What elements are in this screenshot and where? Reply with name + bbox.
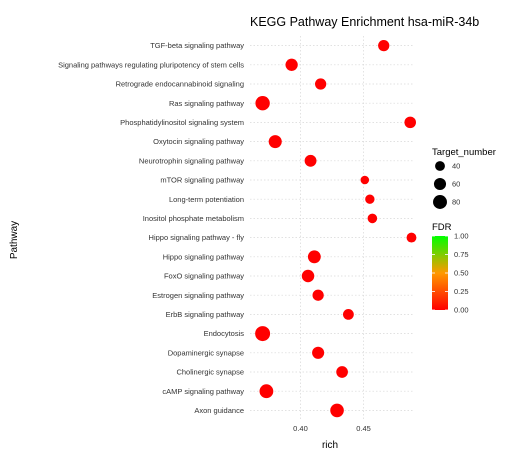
data-point bbox=[285, 58, 298, 71]
category-label: Cholinergic synapse bbox=[176, 368, 244, 377]
size-legend-dot bbox=[433, 177, 447, 191]
data-point bbox=[255, 326, 271, 342]
plot-grid bbox=[250, 36, 414, 420]
category-label: Neurotrophin signaling pathway bbox=[139, 156, 244, 165]
category-label: FoxO signaling pathway bbox=[164, 272, 244, 281]
data-point bbox=[312, 346, 325, 359]
category-labels: TGF-beta signaling pathway Signaling path… bbox=[58, 41, 244, 415]
data-point bbox=[406, 232, 417, 243]
chart-title: KEGG Pathway Enrichment hsa-miR-34b bbox=[250, 15, 479, 29]
x-tick-label: 0.40 bbox=[293, 424, 308, 433]
category-label: Estrogen signaling pathway bbox=[152, 291, 244, 300]
size-legend-dot bbox=[433, 195, 447, 209]
category-label: ErbB signaling pathway bbox=[166, 310, 245, 319]
category-label: Signaling pathways regulating pluripoten… bbox=[58, 60, 244, 69]
category-label: Ras signaling pathway bbox=[169, 99, 244, 108]
data-point bbox=[378, 39, 390, 52]
x-tick-label: 0.45 bbox=[356, 424, 371, 433]
category-label: Endocytosis bbox=[204, 329, 245, 338]
data-points bbox=[255, 39, 417, 418]
data-point bbox=[330, 403, 344, 418]
x-tick-labels: 0.40 0.45 bbox=[293, 424, 371, 433]
size-legend-label: 60 bbox=[452, 180, 460, 189]
fdr-colorbar bbox=[432, 236, 448, 310]
category-label: Axon guidance bbox=[194, 406, 244, 415]
size-legend-title: Target_number bbox=[432, 147, 496, 158]
category-label: Hippo signaling pathway - fly bbox=[149, 233, 245, 242]
size-legend-label: 40 bbox=[452, 162, 460, 171]
fdr-legend: FDR 1.00 0.75 0.50 0.25 0.00 bbox=[432, 222, 469, 315]
data-point bbox=[255, 96, 270, 111]
size-legend: Target_number 40 60 80 bbox=[432, 147, 496, 209]
size-legend-label: 80 bbox=[452, 198, 460, 207]
category-label: Oxytocin signaling pathway bbox=[153, 137, 244, 146]
data-point bbox=[268, 135, 282, 149]
fdr-tick-label: 0.25 bbox=[454, 287, 469, 296]
category-label: Retrograde endocannabinoid signaling bbox=[116, 80, 244, 89]
data-point bbox=[342, 308, 354, 320]
data-point bbox=[404, 116, 417, 129]
data-point bbox=[259, 384, 274, 399]
fdr-tick-label: 1.00 bbox=[454, 232, 469, 241]
y-axis-title: Pathway bbox=[9, 221, 20, 259]
data-point bbox=[315, 78, 327, 90]
category-label: Hippo signaling pathway bbox=[163, 252, 245, 261]
x-axis-title: rich bbox=[322, 440, 338, 451]
data-point bbox=[365, 194, 375, 204]
data-point bbox=[307, 250, 321, 264]
category-label: Inositol phosphate metabolism bbox=[143, 214, 244, 223]
category-label: Long-term potentiation bbox=[169, 195, 244, 204]
data-point bbox=[312, 289, 324, 301]
category-label: mTOR signaling pathway bbox=[160, 176, 244, 185]
category-label: Phosphatidylinositol signaling system bbox=[120, 118, 244, 127]
category-label: cAMP signaling pathway bbox=[162, 387, 244, 396]
category-label: Dopaminergic synapse bbox=[168, 348, 244, 357]
data-point bbox=[304, 154, 317, 167]
data-point bbox=[367, 213, 378, 224]
data-point bbox=[336, 366, 348, 378]
fdr-tick-label: 0.50 bbox=[454, 269, 469, 278]
fdr-tick-label: 0.00 bbox=[454, 306, 469, 315]
size-legend-dot bbox=[435, 161, 445, 171]
data-point bbox=[301, 269, 315, 283]
data-point bbox=[360, 175, 370, 185]
fdr-tick-label: 0.75 bbox=[454, 250, 469, 259]
category-label: TGF-beta signaling pathway bbox=[150, 41, 244, 50]
fdr-legend-title: FDR bbox=[432, 222, 452, 233]
